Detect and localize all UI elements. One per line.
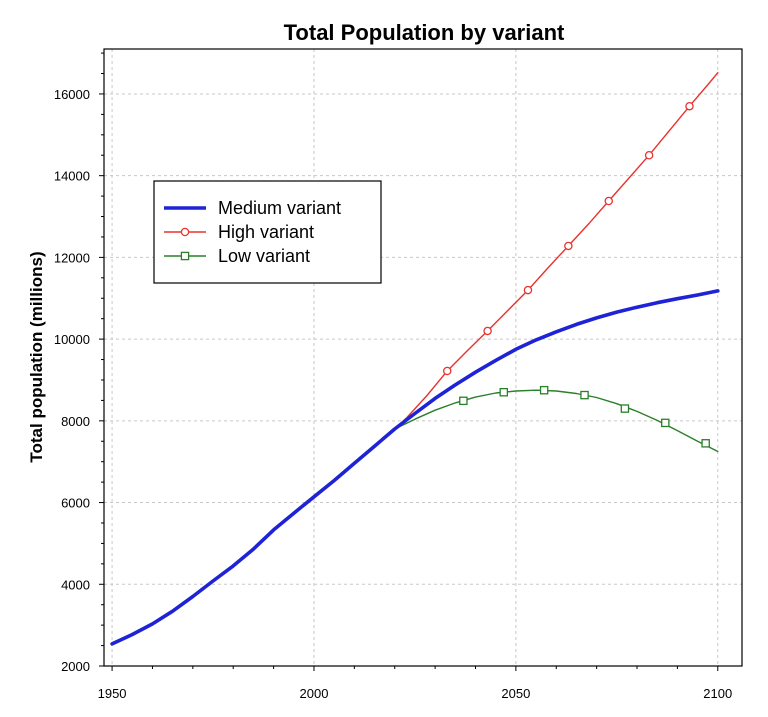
low-variant-marker <box>539 385 549 395</box>
y-tick-label: 2000 <box>61 659 90 674</box>
low-variant-marker <box>499 387 509 397</box>
series-markers <box>442 101 710 448</box>
high-variant-marker <box>442 366 452 376</box>
x-tick-label: 2050 <box>501 686 530 701</box>
y-tick-label: 12000 <box>54 250 90 265</box>
low-variant-marker <box>661 418 670 428</box>
y-tick-label: 4000 <box>61 577 90 592</box>
low-variant-marker <box>620 404 630 413</box>
legend-label: High variant <box>218 222 314 242</box>
plot-frame <box>103 48 743 667</box>
y-tick-label: 10000 <box>54 332 90 347</box>
high-variant-marker <box>564 241 573 251</box>
legend-label: Low variant <box>218 246 310 266</box>
chart-title: Total Population by variant <box>284 20 565 45</box>
y-tick-label: 8000 <box>61 414 90 429</box>
high-variant-marker <box>604 196 613 206</box>
y-tick-label: 16000 <box>54 87 90 102</box>
x-tick-label: 2000 <box>300 686 329 701</box>
y-axis-label: Total population (millions) <box>27 251 46 462</box>
legend: Medium variant High variant Low variant <box>153 180 382 284</box>
legend-circle-marker <box>180 227 190 237</box>
y-tick-label: 14000 <box>54 169 90 184</box>
series-line-circle <box>394 71 719 430</box>
series-lines <box>110 71 720 646</box>
high-variant-marker <box>644 150 654 160</box>
axis-ticks: 1950 2000 2050 2100 2000 4000 6000 8000 10000 120… <box>54 52 732 701</box>
high-variant-marker <box>483 326 492 336</box>
high-variant-marker <box>523 285 533 295</box>
series-line-none <box>110 289 720 646</box>
y-tick-label: 6000 <box>61 496 90 511</box>
high-variant-marker <box>685 101 694 111</box>
legend-square-marker <box>180 251 190 261</box>
low-variant-marker <box>580 390 589 400</box>
x-tick-label: 1950 <box>98 686 127 701</box>
legend-label: Medium variant <box>218 198 341 218</box>
low-variant-marker <box>459 396 468 406</box>
grid <box>104 49 742 666</box>
x-tick-label: 2100 <box>703 686 732 701</box>
low-variant-marker <box>701 439 710 448</box>
